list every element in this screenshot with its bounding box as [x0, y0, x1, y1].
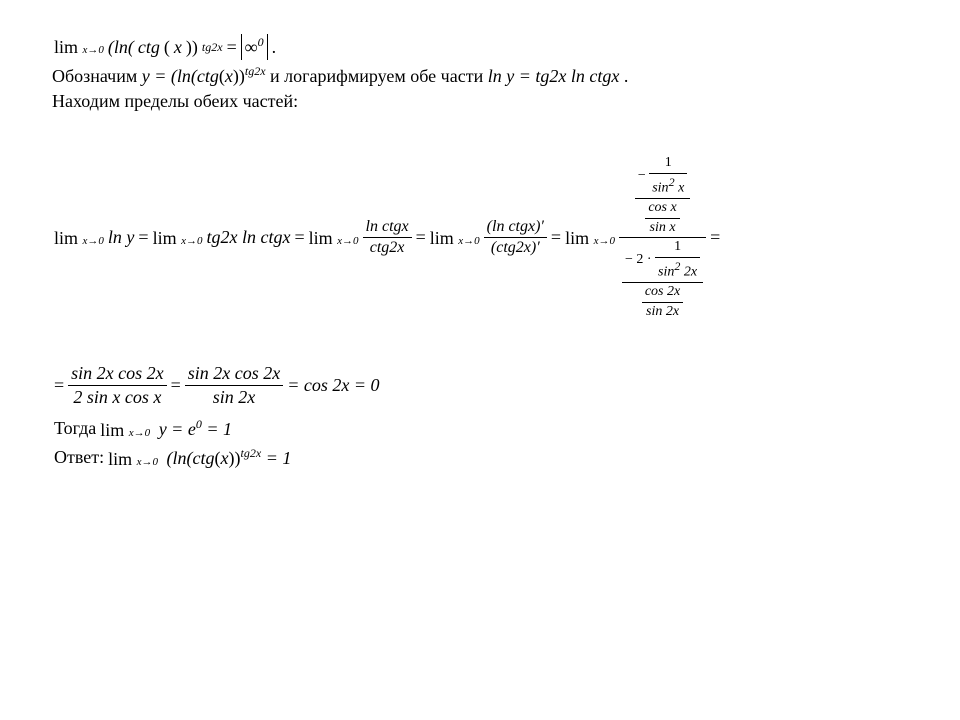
answer-label: Ответ: [54, 447, 104, 468]
expr-open: (ln( [108, 37, 134, 58]
ctg2: ctg [197, 66, 219, 86]
period: . [272, 37, 277, 58]
cosx-over-sinx: cos x sin x [645, 201, 679, 235]
ln-y-eq: ln y = tg2x ln ctgx [488, 66, 620, 86]
period2: . [624, 66, 629, 86]
ctg: ctg [138, 37, 160, 58]
line-togda: Тогда lim x→0 y = e0 = 1 [52, 417, 920, 440]
minus-1-over-sin2x: 1 sin2 x [649, 156, 687, 196]
togda: Тогда [54, 418, 96, 439]
line-answer: Ответ: lim x→0 (ln(ctg(x))tg2x = 1 [52, 446, 920, 469]
lim-text: lim [54, 37, 78, 57]
y-eq: y = (ln( [142, 66, 197, 86]
infinity: ∞ [245, 37, 258, 57]
frac-a: sin 2x cos 2x 2 sin x cos x [68, 364, 166, 407]
lim7: lim x→0 [100, 421, 150, 439]
text-line-2: Обозначим y = (ln(ctg(x))tg2x и логарифм… [52, 64, 920, 87]
ln-y: ln y [108, 227, 135, 248]
big-compound-fraction: − 1 sin2 x cos x sin x [619, 156, 706, 320]
x2: x [225, 66, 233, 86]
lim4: lim x→0 [309, 229, 359, 247]
answer-eq-1: = 1 [266, 448, 292, 468]
abs-inf0: ∞0 [241, 34, 268, 60]
lim5: lim x→0 [430, 229, 480, 247]
trailing-eq: = [710, 227, 720, 248]
x: x [174, 37, 182, 58]
lim8: lim x→0 [108, 450, 158, 468]
lim3: lim x→0 [153, 229, 203, 247]
tg2x-lnctgx: tg2x ln ctgx [206, 227, 290, 248]
equation-line-1: lim x→0 (ln(ctg(x)) tg2x = ∞0 . [52, 34, 920, 60]
eq-1: = 1 [202, 419, 232, 439]
lim-symbol: lim x→0 [54, 38, 104, 56]
lim2: lim x→0 [54, 229, 104, 247]
den-outer-frac: − 2 · 1 sin2 2x cos 2x sin 2x [622, 240, 703, 319]
y-eq-e: y = e [159, 419, 196, 439]
zero-sup: 0 [258, 35, 264, 49]
text-line-3: Находим пределы обеих частей: [52, 91, 920, 112]
paren: ( [164, 37, 170, 58]
exponent-tg2x: tg2x [202, 40, 223, 55]
frac-derivatives: (ln ctgx)′ (ctg2x)′ [484, 219, 547, 258]
equation-row-cont: = sin 2x cos 2x 2 sin x cos x = sin 2x c… [52, 364, 920, 407]
line2-pre: Обозначим [52, 66, 142, 86]
frac-lnctgx-ctg2x: ln ctgx ctg2x [363, 219, 412, 258]
tail: = cos 2x = 0 [287, 375, 379, 396]
num-outer-frac: − 1 sin2 x cos x sin x [635, 156, 690, 235]
exp-tg2x-2: tg2x [245, 64, 266, 78]
equation-row-main: lim x→0 ln y = lim x→0 tg2x ln ctgx = li… [52, 156, 920, 320]
lim-sub: x→0 [83, 44, 104, 56]
lim6: lim x→0 [565, 229, 615, 247]
frac-b: sin 2x cos 2x sin 2x [185, 364, 283, 407]
one-over-sin2-2x: 1 sin2 2x [655, 240, 700, 280]
line2-mid: и логарифмируем обе части [270, 66, 488, 86]
expr-close: )) [186, 37, 198, 58]
equals: = [227, 37, 237, 58]
cos2x-over-sin2x: cos 2x sin 2x [642, 285, 683, 319]
leading-eq: = [54, 375, 64, 396]
